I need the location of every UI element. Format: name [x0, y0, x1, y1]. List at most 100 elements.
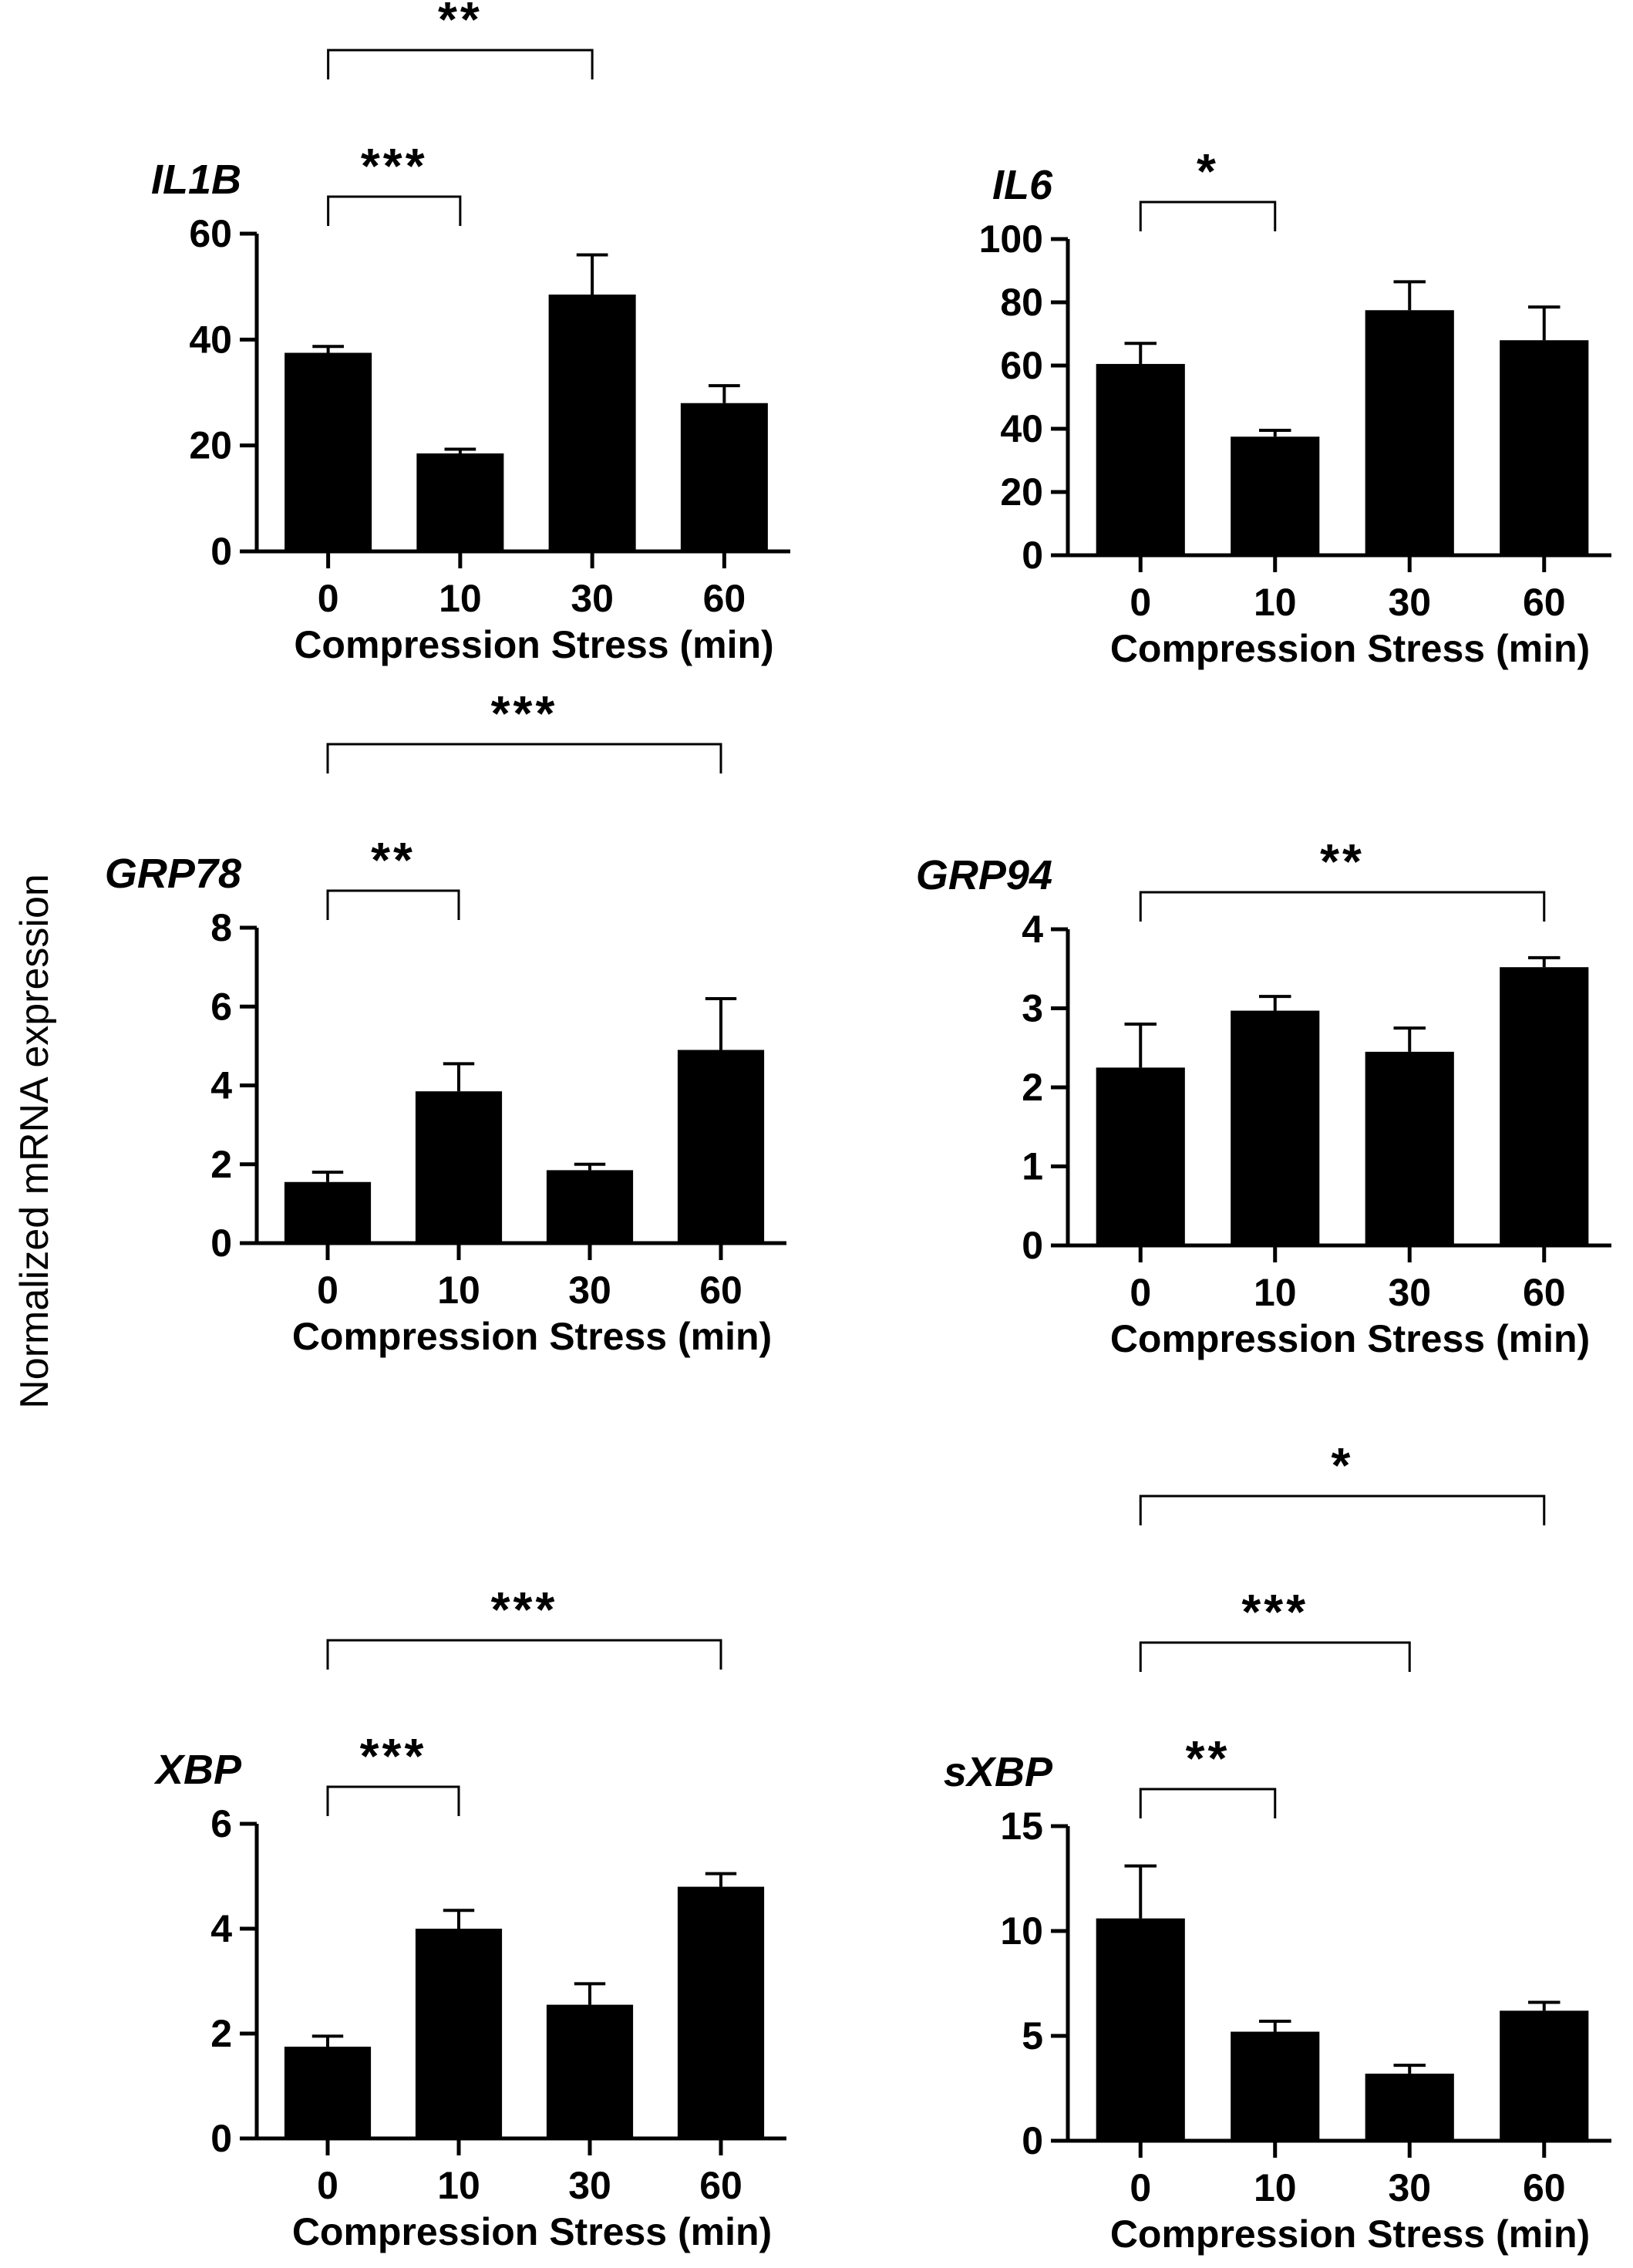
- bar-10: [1231, 1010, 1320, 1245]
- x-axis-label: Compression Stress (min): [292, 2210, 772, 2253]
- significance-stars: *: [1197, 143, 1219, 199]
- x-tick-label: 0: [1130, 2166, 1151, 2209]
- bar-60: [1500, 340, 1589, 555]
- x-tick-label: 30: [568, 1269, 611, 1312]
- y-tick-label: 15: [1000, 1805, 1043, 1848]
- significance-stars: ***: [491, 1582, 558, 1637]
- significance-stars: **: [438, 0, 483, 47]
- significance-bracket: [1139, 201, 1277, 231]
- bar-60: [1500, 2010, 1589, 2141]
- y-tick-label: 100: [979, 217, 1043, 261]
- bar-0: [1096, 1918, 1185, 2141]
- significance-bracket: [326, 743, 722, 773]
- bar-30: [1365, 2073, 1454, 2141]
- gene-title: IL6: [992, 162, 1053, 208]
- y-tick-label: 0: [1022, 1224, 1043, 1267]
- x-axis-label: Compression Stress (min): [1110, 627, 1590, 670]
- y-tick-label: 80: [1000, 281, 1043, 324]
- x-tick-label: 30: [1388, 2166, 1431, 2209]
- y-tick-label: 8: [210, 906, 232, 949]
- x-tick-label: 0: [1130, 1271, 1151, 1314]
- x-tick-label: 60: [1523, 1271, 1566, 1314]
- x-tick-label: 60: [703, 577, 746, 620]
- x-tick-label: 10: [437, 1269, 480, 1312]
- x-tick-label: 30: [568, 2164, 611, 2207]
- significance-bracket: [326, 889, 460, 920]
- significance-bracket: [327, 49, 594, 79]
- y-tick-label: 6: [210, 985, 232, 1028]
- bar-10: [1231, 2031, 1320, 2141]
- x-axis-label: Compression Stress (min): [292, 1315, 772, 1358]
- bar-0: [1096, 363, 1185, 555]
- x-tick-label: 30: [1388, 581, 1431, 624]
- y-tick-label: 40: [189, 318, 232, 361]
- bar-10: [415, 1091, 503, 1243]
- significance-bracket: [1139, 891, 1546, 922]
- gene-title: sXBP: [944, 1749, 1053, 1795]
- y-tick-label: 0: [1022, 2119, 1043, 2162]
- bar-30: [546, 1170, 634, 1243]
- y-tick-label: 3: [1022, 987, 1043, 1030]
- significance-stars: ***: [491, 686, 558, 741]
- significance-bracket: [1139, 1641, 1411, 1672]
- gene-title: XBP: [153, 1747, 242, 1793]
- x-tick-label: 0: [1130, 581, 1151, 624]
- x-tick-label: 60: [1523, 581, 1566, 624]
- y-tick-label: 5: [1022, 2014, 1043, 2057]
- significance-bracket: [327, 195, 462, 226]
- significance-stars: **: [371, 832, 416, 888]
- bar-60: [680, 403, 768, 551]
- bar-0: [284, 2047, 372, 2138]
- significance-stars: ***: [1241, 1584, 1308, 1639]
- gene-title: GRP78: [105, 851, 241, 897]
- x-tick-label: 10: [437, 2164, 480, 2207]
- x-tick-label: 60: [1523, 2166, 1566, 2209]
- significance-bracket: [326, 1639, 722, 1670]
- y-tick-label: 20: [189, 424, 232, 467]
- significance-bracket: [1139, 1788, 1277, 1818]
- gene-title: GRP94: [916, 852, 1052, 898]
- x-tick-label: 0: [317, 1269, 338, 1312]
- y-tick-label: 0: [1022, 534, 1043, 577]
- y-tick-label: 4: [210, 1907, 232, 1950]
- y-tick-label: 2: [1022, 1066, 1043, 1109]
- x-tick-label: 0: [318, 577, 339, 620]
- x-tick-label: 10: [1254, 2166, 1297, 2209]
- y-tick-label: 6: [210, 1802, 232, 1845]
- x-tick-label: 0: [317, 2164, 338, 2207]
- y-tick-label: 60: [189, 212, 232, 255]
- x-tick-label: 10: [1254, 1271, 1297, 1314]
- y-tick-label: 4: [210, 1064, 232, 1107]
- significance-bracket: [326, 1785, 460, 1816]
- x-tick-label: 60: [699, 1269, 742, 1312]
- significance-stars: ***: [360, 1728, 427, 1784]
- bar-10: [415, 1929, 503, 2138]
- significance-stars: **: [1186, 1730, 1231, 1786]
- bar-30: [548, 294, 636, 551]
- x-axis-label: Compression Stress (min): [1110, 1317, 1590, 1360]
- bar-0: [1096, 1067, 1185, 1245]
- y-tick-label: 1: [1022, 1145, 1043, 1188]
- y-tick-label: 2: [210, 1143, 232, 1186]
- x-axis-label: Compression Stress (min): [1110, 2212, 1590, 2256]
- bar-10: [1231, 436, 1320, 555]
- y-tick-label: 0: [210, 1222, 232, 1265]
- bar-10: [416, 453, 504, 551]
- y-tick-label: 2: [210, 2012, 232, 2055]
- significance-bracket: [1139, 1495, 1546, 1525]
- bar-30: [546, 2004, 634, 2138]
- shared-y-axis-label: Normalized mRNA expression: [12, 874, 57, 1409]
- x-tick-label: 60: [699, 2164, 742, 2207]
- bar-60: [677, 1886, 765, 2138]
- bar-60: [1500, 967, 1589, 1245]
- y-tick-label: 0: [210, 530, 232, 573]
- bar-0: [284, 1181, 372, 1243]
- y-tick-label: 40: [1000, 407, 1043, 450]
- x-tick-label: 30: [571, 577, 614, 620]
- gene-title: IL1B: [151, 157, 241, 203]
